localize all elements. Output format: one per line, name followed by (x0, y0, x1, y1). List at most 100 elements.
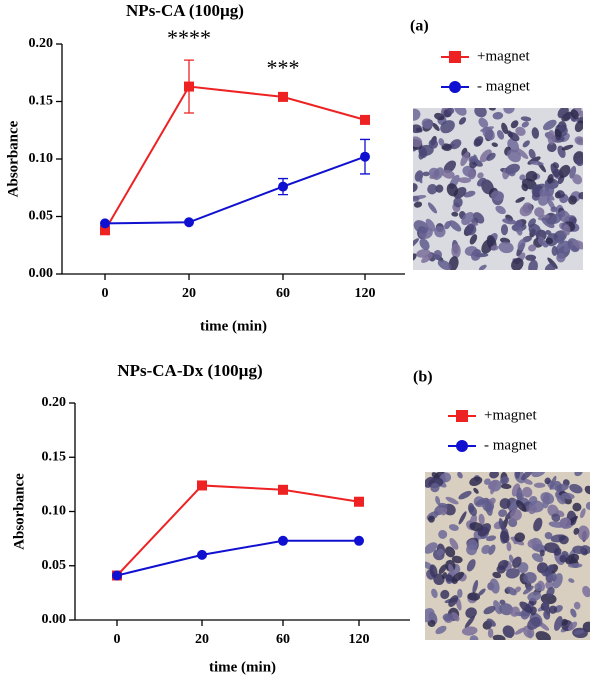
cell (550, 213, 562, 224)
marker (449, 81, 461, 93)
cell (544, 531, 553, 540)
cell (574, 120, 583, 133)
cell (435, 625, 447, 635)
cell (451, 243, 461, 259)
cell (508, 131, 520, 142)
cell (515, 126, 526, 136)
cell (490, 190, 504, 202)
cell (464, 615, 475, 629)
y-tick-label: 0.10 (29, 151, 54, 166)
cell (545, 229, 552, 236)
cell (568, 563, 583, 568)
cell (507, 149, 521, 163)
cell (573, 240, 583, 250)
cell (498, 241, 514, 254)
series-line (104, 85, 366, 231)
cell (425, 542, 438, 554)
x-tick-label: 120 (355, 286, 376, 301)
cell (539, 565, 546, 577)
cell (492, 634, 506, 640)
cell (501, 122, 508, 135)
cell (461, 626, 478, 636)
y-axis-label: Absorbance (11, 473, 27, 550)
cell (413, 195, 420, 202)
cell (435, 184, 444, 193)
cell (521, 121, 529, 128)
cell (544, 263, 556, 270)
cell (506, 541, 512, 552)
cell (569, 483, 583, 494)
cell (531, 184, 542, 197)
cell (478, 513, 485, 525)
cell (448, 524, 459, 531)
marker (278, 535, 288, 546)
cell (469, 635, 479, 640)
cell (551, 245, 558, 257)
cell (527, 591, 542, 602)
marker (100, 218, 110, 229)
cell (473, 136, 484, 147)
cell (582, 585, 590, 598)
cell (496, 565, 506, 574)
series-line (116, 484, 360, 577)
cell (531, 472, 546, 478)
cell (483, 478, 491, 485)
cell (529, 606, 537, 616)
cell (458, 117, 467, 125)
cell (481, 544, 491, 555)
cell (527, 616, 541, 630)
cell (475, 497, 489, 506)
cell (499, 498, 511, 509)
cell (547, 173, 554, 184)
cell (550, 163, 560, 178)
marker (360, 114, 370, 125)
cell (413, 253, 417, 261)
panel-label: (a) (410, 18, 429, 35)
cell (448, 595, 459, 607)
y-tick-label: 0.00 (42, 612, 67, 627)
cell (574, 472, 583, 477)
cell (553, 547, 562, 556)
cell (416, 172, 423, 184)
cell (559, 554, 567, 563)
cell (413, 201, 423, 208)
marker (278, 484, 288, 495)
cell (522, 202, 533, 214)
cell (557, 108, 569, 119)
cell (500, 224, 509, 236)
cell (477, 523, 491, 537)
cell (519, 174, 526, 181)
cell (428, 515, 435, 523)
cell (492, 111, 504, 120)
cell (500, 530, 510, 544)
marker (197, 549, 207, 560)
marker (184, 217, 194, 228)
cell (550, 206, 558, 213)
cell (503, 108, 515, 114)
cell (539, 549, 545, 557)
cell (413, 183, 418, 193)
y-tick-label: 0.20 (29, 36, 54, 51)
cell (556, 494, 566, 505)
cell (436, 548, 445, 556)
micrograph (413, 108, 583, 270)
marker (278, 181, 288, 192)
cell (449, 139, 462, 150)
cell (522, 486, 533, 498)
cell (413, 108, 421, 121)
cell (585, 501, 590, 510)
cell (578, 192, 583, 200)
chart-title: NPs-CA (100µg) (126, 1, 244, 20)
cell (572, 174, 583, 185)
cell (578, 110, 583, 118)
cell (508, 554, 514, 564)
cell (478, 264, 487, 270)
cell (487, 628, 494, 638)
cell (427, 202, 438, 214)
cell (427, 184, 438, 195)
cell (572, 545, 586, 554)
cell (561, 144, 574, 151)
chart-title: NPs-CA-Dx (100µg) (117, 361, 262, 380)
cell (574, 136, 583, 146)
cell (467, 592, 481, 601)
